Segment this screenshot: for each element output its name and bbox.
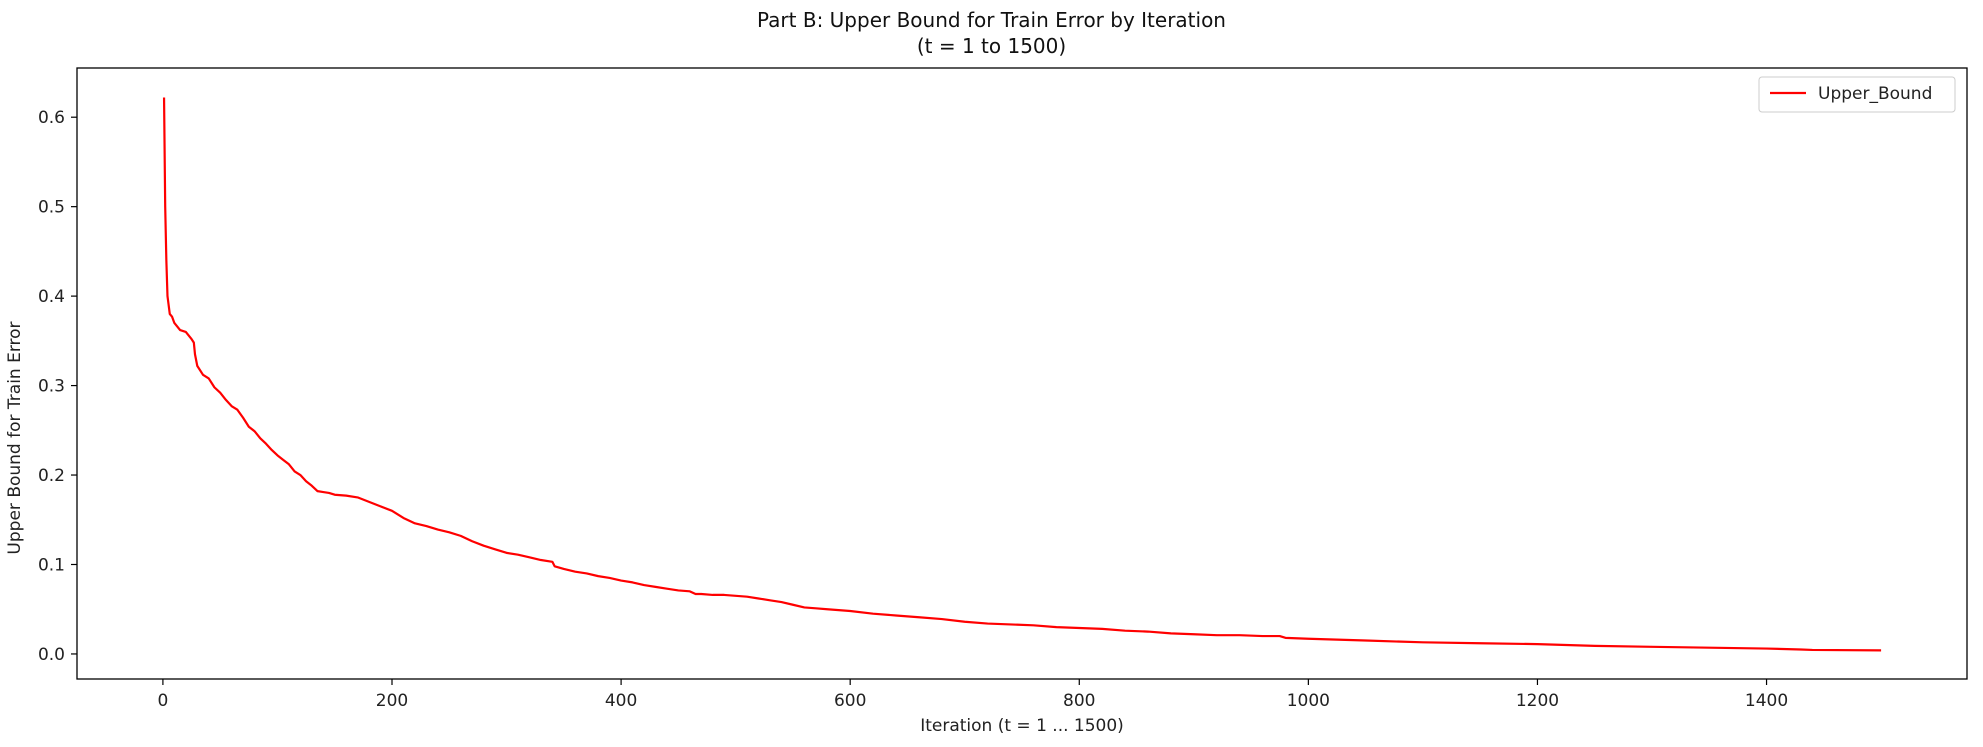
y-tick-label: 0.1 <box>38 555 65 575</box>
y-tick-label: 0.0 <box>38 645 65 665</box>
x-tick-label: 1000 <box>1287 691 1330 711</box>
x-tick-label: 1400 <box>1745 691 1788 711</box>
x-tick-label: 200 <box>376 691 408 711</box>
y-tick-label: 0.2 <box>38 466 65 486</box>
x-tick-label: 400 <box>605 691 637 711</box>
series-line-upper-bound <box>162 97 1882 652</box>
legend-box <box>1758 76 1956 113</box>
y-tick-label: 0.4 <box>38 287 65 307</box>
x-axis-label: Iteration (t = 1 ... 1500) <box>920 716 1124 736</box>
legend: Upper_Bound <box>1758 76 1956 113</box>
x-tick-label: 0 <box>157 691 168 711</box>
chart-title: Part B: Upper Bound for Train Error by I… <box>757 8 1226 32</box>
x-tick-label: 800 <box>1063 691 1095 711</box>
axes-frame <box>76 67 1968 680</box>
legend-label-upper-bound: Upper_Bound <box>1818 84 1932 104</box>
x-tick-label: 1200 <box>1516 691 1559 711</box>
y-axis-label: Upper Bound for Train Error <box>5 321 25 555</box>
x-axis-ticks: 0 200 400 600 800 1000 1200 1400 <box>157 679 1788 711</box>
chart-subtitle: (t = 1 to 1500) <box>916 34 1067 58</box>
y-tick-label: 0.6 <box>38 108 65 128</box>
y-tick-label: 0.3 <box>38 377 65 397</box>
x-tick-label: 600 <box>834 691 866 711</box>
y-axis-ticks: 0.0 0.1 0.2 0.3 0.4 0.5 0.6 <box>38 108 77 665</box>
y-tick-label: 0.5 <box>38 198 65 218</box>
